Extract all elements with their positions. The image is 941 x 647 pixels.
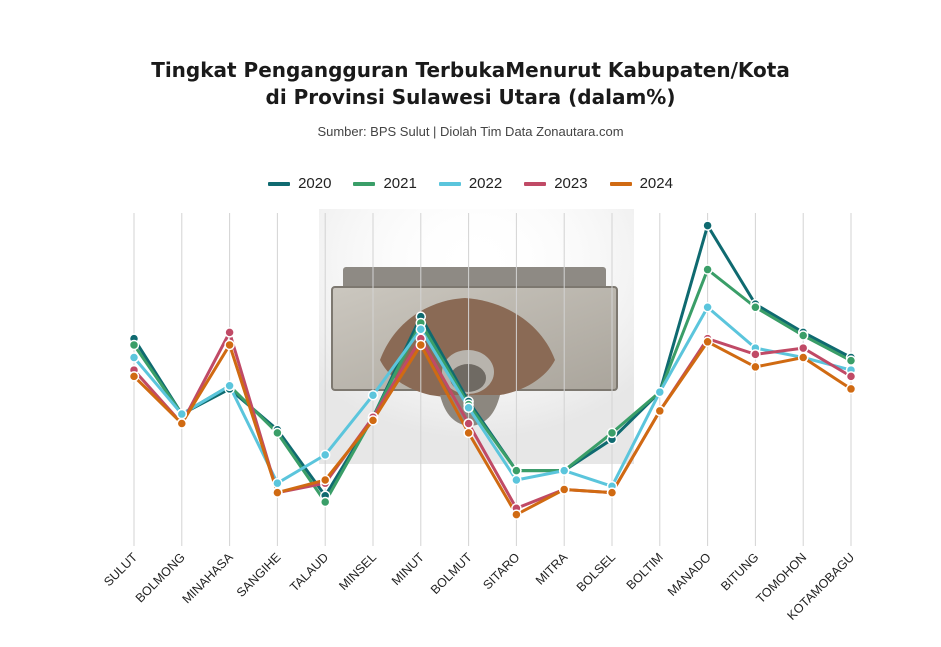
data-point-2024-bolsel[interactable] bbox=[606, 487, 618, 498]
x-tick-label: MINUT bbox=[389, 550, 427, 588]
x-tick-label: SANGIHE bbox=[234, 550, 284, 600]
data-point-2023-tomohon[interactable] bbox=[797, 342, 809, 354]
data-point-2021-sangihe[interactable] bbox=[272, 427, 283, 439]
data-point-2022-minsel[interactable] bbox=[367, 389, 379, 401]
data-point-2024-minsel[interactable] bbox=[367, 415, 379, 426]
data-point-2024-bitung[interactable] bbox=[750, 361, 761, 373]
chart-title-line-2: di Provinsi Sulawesi Utara (dalam%) bbox=[265, 85, 676, 109]
legend-swatch bbox=[524, 181, 547, 186]
data-point-2022-sangihe[interactable] bbox=[272, 477, 283, 489]
data-point-2023-bitung[interactable] bbox=[750, 349, 761, 360]
data-point-2021-bolsel[interactable] bbox=[606, 427, 618, 439]
x-tick-label: MITRA bbox=[533, 550, 571, 588]
x-tick-label: MANADO bbox=[665, 550, 714, 599]
data-point-2021-manado[interactable] bbox=[702, 264, 713, 275]
legend-label: 2022 bbox=[468, 175, 503, 192]
legend-label: 2020 bbox=[298, 175, 332, 192]
data-point-2022-minut[interactable] bbox=[415, 323, 427, 335]
series-markers bbox=[128, 220, 857, 520]
data-point-2022-mitra[interactable] bbox=[558, 465, 570, 476]
data-point-2024-bolmong[interactable] bbox=[176, 418, 188, 429]
legend-swatch bbox=[353, 181, 376, 186]
data-point-2021-sitaro[interactable] bbox=[511, 465, 522, 476]
data-point-2024-mitra[interactable] bbox=[558, 484, 570, 495]
data-point-2021-kotamobagu[interactable] bbox=[845, 355, 857, 366]
data-point-2020-manado[interactable] bbox=[702, 220, 713, 231]
legend-swatch bbox=[268, 181, 291, 186]
data-point-2024-sangihe[interactable] bbox=[272, 487, 283, 498]
x-tick-label: BOLTIM bbox=[624, 550, 666, 592]
chart-title: Tingkat Pengangguran TerbukaMenurut Kabu… bbox=[0, 57, 941, 111]
legend-label: 2021 bbox=[383, 175, 417, 192]
data-point-2021-bitung[interactable] bbox=[750, 301, 761, 313]
series-line-2022 bbox=[132, 305, 852, 488]
legend-label: 2024 bbox=[639, 175, 673, 192]
data-point-2024-bolmut[interactable] bbox=[463, 427, 474, 439]
series-line-2023 bbox=[132, 330, 852, 510]
data-point-2023-bolmut[interactable] bbox=[463, 418, 474, 429]
data-point-2022-manado[interactable] bbox=[702, 301, 713, 313]
data-point-2022-bolmut[interactable] bbox=[463, 402, 474, 414]
legend-swatch bbox=[609, 181, 632, 186]
legend-item-2023[interactable]: 2023 bbox=[524, 175, 588, 192]
chart-legend: 2020 2021 2022 2023 2024 bbox=[0, 175, 941, 192]
data-point-2021-tomohon[interactable] bbox=[797, 330, 809, 341]
x-tick-label: BOLMUT bbox=[428, 550, 475, 597]
data-point-2024-tomohon[interactable] bbox=[797, 352, 809, 363]
x-tick-label: BITUNG bbox=[718, 550, 761, 593]
legend-item-2024[interactable]: 2024 bbox=[609, 175, 673, 192]
x-tick-label: SITARO bbox=[480, 550, 522, 592]
x-tick-label: BOLSEL bbox=[574, 550, 618, 594]
chart-title-line-1: Tingkat Pengangguran TerbukaMenurut Kabu… bbox=[151, 58, 790, 82]
x-tick-label: MINSEL bbox=[336, 550, 379, 593]
series-lines bbox=[132, 224, 852, 517]
data-point-2024-manado[interactable] bbox=[702, 336, 713, 348]
x-tick-label: TALAUD bbox=[287, 550, 331, 594]
data-point-2022-bolmong[interactable] bbox=[176, 408, 188, 420]
legend-item-2022[interactable]: 2022 bbox=[438, 175, 503, 192]
data-point-2021-sulut[interactable] bbox=[128, 339, 140, 351]
data-point-2023-minahasa[interactable] bbox=[224, 327, 235, 338]
data-point-2022-sitaro[interactable] bbox=[511, 474, 522, 486]
data-point-2022-sulut[interactable] bbox=[128, 352, 140, 363]
data-point-2024-minahasa[interactable] bbox=[224, 339, 235, 351]
data-point-2024-talaud[interactable] bbox=[319, 474, 331, 486]
data-point-2023-kotamobagu[interactable] bbox=[845, 371, 857, 382]
data-point-2024-boltim[interactable] bbox=[654, 405, 666, 417]
data-point-2024-sulut[interactable] bbox=[128, 371, 140, 382]
data-point-2022-talaud[interactable] bbox=[319, 449, 331, 461]
chart-subtitle: Sumber: BPS Sulut | Diolah Tim Data Zona… bbox=[317, 124, 624, 139]
legend-item-2020[interactable]: 2020 bbox=[268, 175, 331, 192]
data-point-2022-minahasa[interactable] bbox=[224, 380, 235, 392]
legend-swatch bbox=[438, 181, 461, 186]
background-illustration bbox=[319, 209, 634, 464]
x-tick-label: SULUT bbox=[101, 550, 140, 589]
data-point-2024-kotamobagu[interactable] bbox=[845, 383, 857, 395]
x-tick-label: MINAHASA bbox=[180, 550, 237, 607]
series-line-2024 bbox=[132, 340, 852, 517]
legend-item-2021[interactable]: 2021 bbox=[353, 175, 417, 192]
data-point-2024-sitaro[interactable] bbox=[511, 509, 522, 520]
legend-label: 2023 bbox=[554, 175, 588, 192]
data-point-2024-minut[interactable] bbox=[415, 339, 427, 351]
data-point-2021-talaud[interactable] bbox=[319, 496, 331, 508]
data-point-2022-boltim[interactable] bbox=[654, 386, 666, 398]
